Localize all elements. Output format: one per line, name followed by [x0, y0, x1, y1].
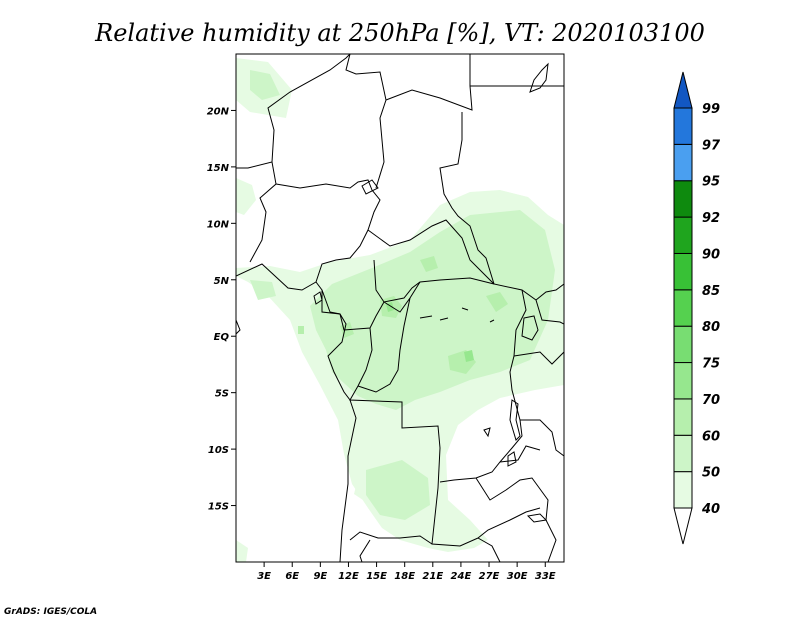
rh-contour-60 — [298, 326, 304, 334]
rh-contour-40 — [236, 178, 256, 215]
colorbar-segment — [673, 434, 693, 473]
rh-contour-60 — [486, 292, 508, 312]
colorbar-segment — [673, 107, 693, 145]
lon-tick-label: 33E — [535, 571, 556, 582]
colorbar-lower-triangle — [673, 507, 693, 545]
lon-tick-label: 27E — [479, 571, 500, 582]
plot-frame — [235, 53, 565, 563]
colorbar-label: 80 — [702, 320, 720, 335]
colorbar-segment — [673, 216, 693, 254]
lat-tick-label: 15N — [207, 163, 230, 174]
lon-tick-label: 6E — [285, 571, 299, 582]
rh-contour-50 — [310, 210, 555, 410]
colorbar-label: 75 — [702, 357, 720, 372]
colorbar-upper-triangle — [673, 71, 693, 109]
colorbar-label: 97 — [702, 138, 721, 153]
colorbar-segment — [673, 143, 693, 182]
lon-tick-label: 9E — [313, 571, 327, 582]
rh-contour-40 — [236, 540, 248, 562]
lon-tick-label: 30E — [507, 571, 528, 582]
rh-contour-60 — [420, 256, 438, 272]
rh-contour-50 — [250, 70, 280, 100]
map-title: Relative humidity at 250hPa [%], VT: 202… — [94, 19, 705, 47]
lon-tick-label: 21E — [422, 571, 443, 582]
colorbar-label: 95 — [702, 175, 720, 190]
colorbar-segment — [673, 362, 693, 400]
colorbar: 40 50 60 70 75 80 85 90 92 95 97 99 — [673, 71, 721, 545]
lat-tick-label: 10N — [207, 219, 230, 230]
lat-tick-label: 15S — [208, 502, 229, 513]
longitude-axis: 3E 6E 9E 12E 15E 18E 21E 24E 27E 30E 33E — [257, 562, 556, 582]
colorbar-label: 92 — [702, 211, 720, 226]
lat-tick-label: 5N — [214, 276, 230, 287]
colorbar-label: 85 — [702, 284, 720, 299]
lat-tick-label: 10S — [208, 445, 229, 456]
rh-contour-50 — [366, 460, 430, 520]
lat-tick-label: 5S — [215, 389, 229, 400]
lat-tick-label: 20N — [207, 106, 230, 117]
lon-tick-label: 12E — [338, 571, 359, 582]
colorbar-segment — [673, 252, 693, 291]
lat-tick-label: EQ — [214, 332, 230, 343]
latitude-axis: 20N 15N 10N 5N EQ 5S 10S 15S — [207, 106, 236, 513]
country-borders — [236, 54, 564, 562]
colorbar-label: 60 — [702, 429, 720, 444]
colorbar-segment — [673, 325, 693, 364]
grads-credit: GrADS: IGES/COLA — [4, 607, 97, 617]
colorbar-label: 40 — [701, 502, 720, 517]
colorbar-segment — [673, 398, 693, 436]
colorbar-segment — [673, 180, 693, 218]
colorbar-label: 70 — [702, 393, 720, 408]
lon-tick-label: 3E — [257, 571, 271, 582]
lon-tick-label: 24E — [451, 571, 472, 582]
colorbar-segment — [673, 289, 693, 327]
colorbar-label: 99 — [702, 102, 720, 117]
lon-tick-label: 15E — [366, 571, 387, 582]
colorbar-label: 90 — [702, 247, 720, 262]
colorbar-segment — [673, 471, 693, 509]
rh-contour-70 — [464, 350, 474, 362]
colorbar-label: 50 — [702, 466, 720, 481]
plot-area — [236, 54, 564, 562]
lon-tick-label: 18E — [394, 571, 415, 582]
rh-contour-50 — [250, 280, 276, 300]
